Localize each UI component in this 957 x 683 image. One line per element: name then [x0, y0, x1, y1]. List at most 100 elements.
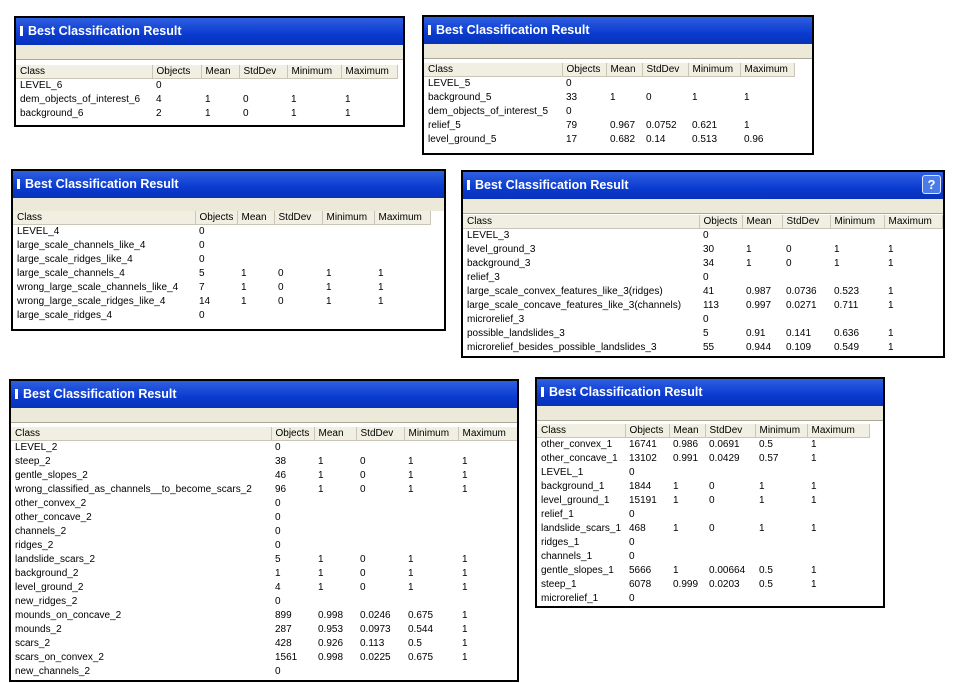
- table-row[interactable]: other_convex_1 16741 0.986 0.0691 0.5 1: [537, 438, 869, 453]
- table-row[interactable]: wrong_large_scale_ridges_like_4 14 1 0 1 1: [13, 295, 430, 309]
- table-row[interactable]: LEVEL_6 0: [16, 79, 397, 94]
- table-row[interactable]: level_ground_2 4 1 0 1 1: [11, 581, 517, 595]
- table-row[interactable]: LEVEL_4 0: [13, 225, 430, 240]
- column-header-class[interactable]: Class: [11, 427, 272, 441]
- table-row[interactable]: level_ground_1 15191 1 0 1 1: [537, 494, 869, 508]
- window-title-bar[interactable]: Best Classification Result?: [463, 172, 943, 199]
- table-row[interactable]: large_scale_concave_features_like_3(chan…: [463, 299, 942, 313]
- table-row[interactable]: channels_2 0: [11, 525, 517, 539]
- column-header-maximum[interactable]: Maximum: [341, 65, 398, 79]
- table-row[interactable]: level_ground_5 17 0.682 0.14 0.513 0.96: [424, 133, 794, 147]
- column-header-minimum[interactable]: Minimum: [830, 215, 885, 229]
- column-header-mean[interactable]: Mean: [314, 427, 357, 441]
- column-header-mean[interactable]: Mean: [606, 63, 643, 77]
- column-header-stddev[interactable]: StdDev: [239, 65, 288, 79]
- table-row[interactable]: large_scale_convex_features_like_3(ridge…: [463, 285, 942, 299]
- table-row[interactable]: microrelief_besides_possible_landslides_…: [463, 341, 942, 355]
- column-header-stddev[interactable]: StdDev: [642, 63, 689, 77]
- table-row[interactable]: large_scale_channels_like_4 0: [13, 239, 430, 253]
- table-row[interactable]: landslide_scars_2 5 1 0 1 1: [11, 553, 517, 567]
- table-row[interactable]: background_1 1844 1 0 1 1: [537, 480, 869, 494]
- column-header-class[interactable]: Class: [424, 63, 563, 77]
- cell-objects: 7: [199, 282, 205, 293]
- table-row[interactable]: mounds_2 287 0.953 0.0973 0.544 1: [11, 623, 517, 637]
- table-row[interactable]: gentle_slopes_1 5666 1 0.00664 0.5 1: [537, 564, 869, 578]
- table-row[interactable]: mounds_on_concave_2 899 0.998 0.0246 0.675 1: [11, 609, 517, 623]
- column-header-minimum[interactable]: Minimum: [755, 424, 808, 438]
- table-row[interactable]: level_ground_3 30 1 0 1 1: [463, 243, 942, 257]
- table-row[interactable]: LEVEL_2 0: [11, 441, 517, 456]
- cell-objects: 2: [156, 108, 162, 119]
- table-row[interactable]: microrelief_3 0: [463, 313, 942, 327]
- column-header-minimum[interactable]: Minimum: [322, 211, 375, 225]
- table-row[interactable]: other_convex_2 0: [11, 497, 517, 511]
- table-row[interactable]: steep_1 6078 0.999 0.0203 0.5 1: [537, 578, 869, 592]
- table-row[interactable]: possible_landslides_3 5 0.91 0.141 0.636 1: [463, 327, 942, 341]
- column-header-stddev[interactable]: StdDev: [356, 427, 405, 441]
- table-row[interactable]: relief_1 0: [537, 508, 869, 522]
- column-header-objects[interactable]: Objects: [152, 65, 202, 79]
- help-button[interactable]: ?: [922, 175, 941, 194]
- table-row[interactable]: LEVEL_5 0: [424, 77, 794, 92]
- column-header-objects[interactable]: Objects: [699, 215, 743, 229]
- column-header-objects[interactable]: Objects: [625, 424, 670, 438]
- window-title-bar[interactable]: Best Classification Result: [11, 381, 517, 408]
- table-row[interactable]: other_concave_2 0: [11, 511, 517, 525]
- column-header-maximum[interactable]: Maximum: [807, 424, 870, 438]
- column-header-objects[interactable]: Objects: [195, 211, 238, 225]
- column-header-minimum[interactable]: Minimum: [287, 65, 342, 79]
- column-header-mean[interactable]: Mean: [669, 424, 706, 438]
- table-row[interactable]: relief_3 0: [463, 271, 942, 285]
- table-row[interactable]: LEVEL_1 0: [537, 466, 869, 480]
- column-header-maximum[interactable]: Maximum: [884, 215, 943, 229]
- table-row[interactable]: scars_on_convex_2 1561 0.998 0.0225 0.675 1: [11, 651, 517, 665]
- table-row[interactable]: background_5 33 1 0 1 1: [424, 91, 794, 105]
- cell-stddev: 0: [786, 258, 792, 269]
- column-header-maximum[interactable]: Maximum: [740, 63, 795, 77]
- column-header-stddev[interactable]: StdDev: [705, 424, 756, 438]
- table-row[interactable]: ridges_1 0: [537, 536, 869, 550]
- table-row[interactable]: wrong_classified_as_channels__to_become_…: [11, 483, 517, 497]
- column-header-class[interactable]: Class: [13, 211, 196, 225]
- table-row[interactable]: relief_5 79 0.967 0.0752 0.621 1: [424, 119, 794, 133]
- window-title-bar[interactable]: Best Classification Result: [537, 379, 883, 406]
- table-row[interactable]: background_3 34 1 0 1 1: [463, 257, 942, 271]
- table-row[interactable]: dem_objects_of_interest_5 0: [424, 105, 794, 119]
- column-header-mean[interactable]: Mean: [742, 215, 783, 229]
- cell-objects: 55: [703, 342, 715, 353]
- table-row[interactable]: steep_2 38 1 0 1 1: [11, 455, 517, 469]
- column-header-class[interactable]: Class: [463, 215, 700, 229]
- table-row[interactable]: landslide_scars_1 468 1 0 1 1: [537, 522, 869, 536]
- column-header-minimum[interactable]: Minimum: [688, 63, 741, 77]
- table-row[interactable]: scars_2 428 0.926 0.113 0.5 1: [11, 637, 517, 651]
- column-header-maximum[interactable]: Maximum: [458, 427, 517, 441]
- table-row[interactable]: large_scale_ridges_like_4 0: [13, 253, 430, 267]
- column-header-mean[interactable]: Mean: [201, 65, 240, 79]
- table-row[interactable]: ridges_2 0: [11, 539, 517, 553]
- table-row[interactable]: gentle_slopes_2 46 1 0 1 1: [11, 469, 517, 483]
- column-header-objects[interactable]: Objects: [562, 63, 607, 77]
- table-row[interactable]: new_ridges_2 0: [11, 595, 517, 609]
- column-header-maximum[interactable]: Maximum: [374, 211, 431, 225]
- table-row[interactable]: other_concave_1 13102 0.991 0.0429 0.57 1: [537, 452, 869, 466]
- column-header-class[interactable]: Class: [16, 65, 153, 79]
- window-title-bar[interactable]: Best Classification Result: [424, 17, 812, 44]
- column-header-stddev[interactable]: StdDev: [274, 211, 323, 225]
- table-row[interactable]: large_scale_ridges_4 0: [13, 309, 430, 323]
- column-header-objects[interactable]: Objects: [271, 427, 315, 441]
- window-title-bar[interactable]: Best Classification Result: [16, 18, 403, 45]
- column-header-minimum[interactable]: Minimum: [404, 427, 459, 441]
- column-header-stddev[interactable]: StdDev: [782, 215, 831, 229]
- window-title-bar[interactable]: Best Classification Result: [13, 171, 444, 198]
- table-row[interactable]: LEVEL_3 0: [463, 229, 942, 244]
- table-row[interactable]: dem_objects_of_interest_6 4 1 0 1 1: [16, 93, 397, 107]
- table-row[interactable]: background_2 1 1 0 1 1: [11, 567, 517, 581]
- table-row[interactable]: channels_1 0: [537, 550, 869, 564]
- table-row[interactable]: large_scale_channels_4 5 1 0 1 1: [13, 267, 430, 281]
- column-header-mean[interactable]: Mean: [237, 211, 275, 225]
- table-row[interactable]: wrong_large_scale_channels_like_4 7 1 0 1 1: [13, 281, 430, 295]
- table-row[interactable]: background_6 2 1 0 1 1: [16, 107, 397, 121]
- table-row[interactable]: microrelief_1 0: [537, 592, 869, 606]
- table-row[interactable]: new_channels_2 0: [11, 665, 517, 679]
- column-header-class[interactable]: Class: [537, 424, 626, 438]
